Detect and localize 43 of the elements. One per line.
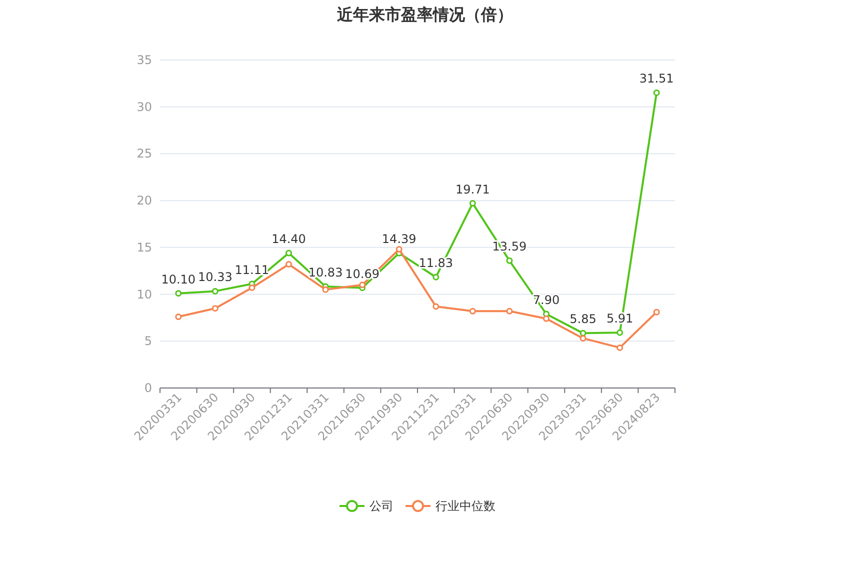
point [543,315,550,322]
point [248,284,256,291]
point [506,308,513,314]
point [286,250,292,256]
point [175,314,182,320]
y-tick-label: 5 [144,334,152,348]
data-label: 10.33 [198,270,232,284]
y-tick-label: 35 [136,53,152,67]
y-tick-label: 10 [136,287,152,302]
data-label: 5.85 [570,312,596,326]
y-tick-label: 20 [136,194,152,208]
point [580,330,586,336]
point [469,200,476,207]
data-label: 19.71 [456,182,490,196]
point [175,290,182,297]
point [359,282,366,288]
point [653,308,660,316]
point [432,274,440,280]
point [616,344,624,351]
point [653,89,660,96]
point [322,286,329,293]
y-tick-label: 0 [144,381,152,395]
y-tick-label: 25 [136,146,152,161]
point [469,308,476,314]
data-label: 10.83 [308,266,343,280]
point [580,335,586,342]
point [616,329,624,336]
data-label: 11.11 [234,262,270,277]
point [212,288,218,294]
legend-label: 行业中位数 [436,499,496,513]
chart-title: 近年来市盈率情况（倍） [336,5,513,24]
data-label: 14.40 [272,232,306,246]
point [212,305,218,312]
y-tick-label: 15 [136,240,152,254]
data-label: 14.39 [382,232,416,246]
point [506,257,513,264]
point [396,246,402,253]
data-label: 31.51 [639,72,674,86]
point [432,303,440,310]
y-tick-label: 30 [136,100,152,114]
point [286,261,292,268]
data-label: 10.10 [161,272,196,286]
legend-label: 公司 [370,499,394,513]
